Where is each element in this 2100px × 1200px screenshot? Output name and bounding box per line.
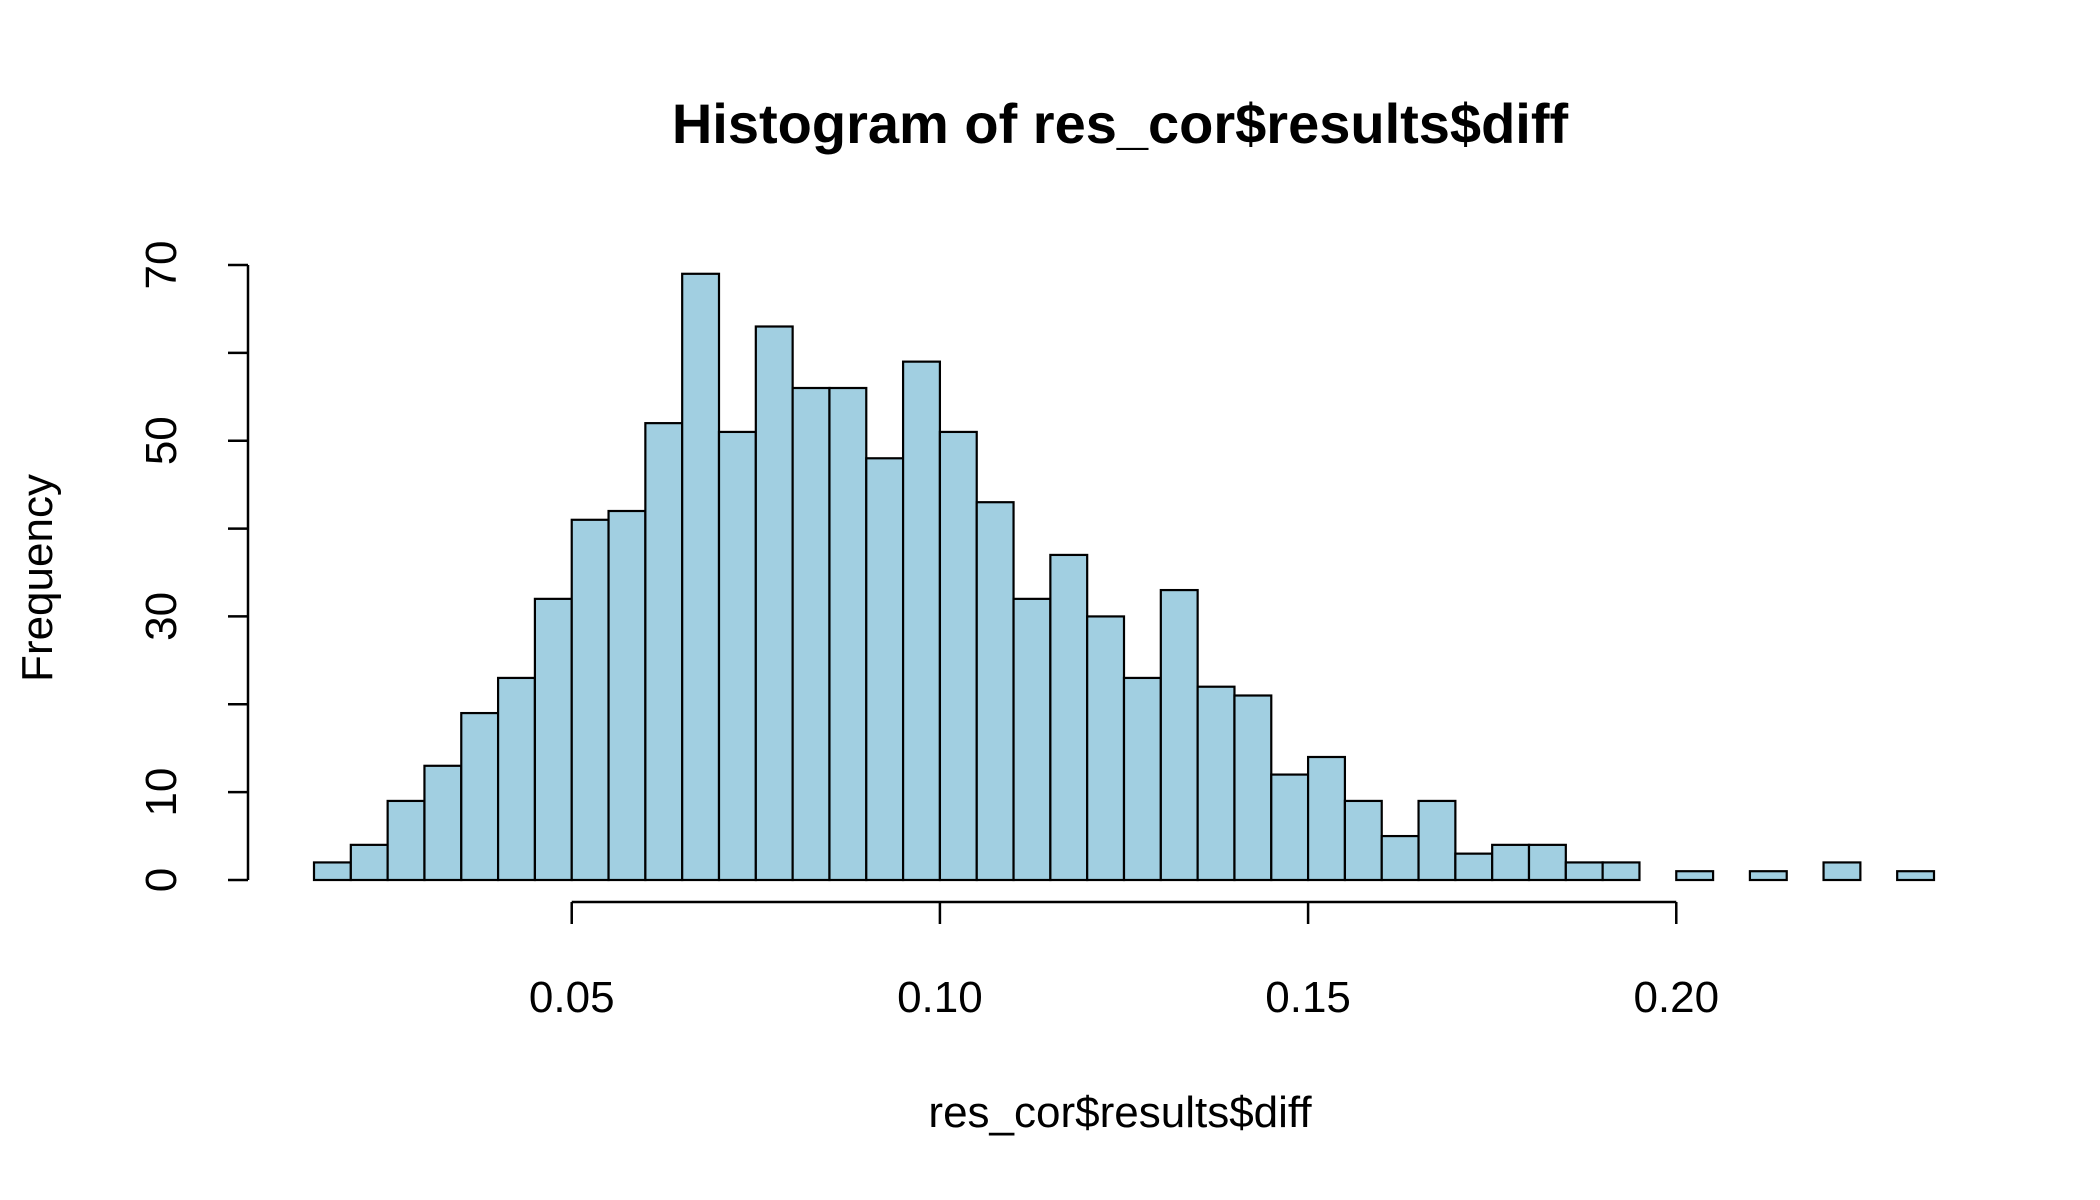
- histogram-bar: [349, 843, 389, 882]
- y-axis: 0 10 30 50 70: [137, 241, 250, 892]
- y-axis-label: Frequency: [13, 474, 62, 682]
- histogram-bar: [717, 430, 757, 882]
- histogram-bar: [1086, 615, 1126, 882]
- chart-title: Histogram of res_cor$results$diff: [672, 92, 1569, 155]
- x-axis-label: res_cor$results$diff: [928, 1088, 1312, 1137]
- histogram-bar: [533, 597, 573, 882]
- histogram-bar: [386, 799, 426, 882]
- y-axis-tick-label: 10: [137, 768, 186, 817]
- histogram-bar: [423, 764, 463, 882]
- histogram-bar: [1896, 870, 1936, 882]
- histogram-bar: [1049, 553, 1089, 882]
- histogram-bar: [1527, 843, 1567, 882]
- histogram-bar: [1306, 755, 1347, 882]
- histogram-bar: [1159, 588, 1199, 882]
- histogram-bar: [1122, 676, 1162, 882]
- histogram-bar: [1343, 799, 1383, 882]
- histogram-bar: [460, 711, 500, 882]
- y-axis-tick-label: 50: [137, 416, 186, 465]
- x-axis-tick-label: 0.20: [1633, 973, 1719, 1022]
- histogram-bar: [570, 518, 610, 882]
- histogram-bar: [1564, 861, 1604, 882]
- x-axis-tick-label: 0.05: [529, 973, 615, 1022]
- histogram-bar: [865, 457, 905, 882]
- histogram-bar: [496, 676, 537, 882]
- histogram-bar: [828, 386, 868, 882]
- histogram-bar: [1601, 861, 1641, 882]
- y-axis-tick-label: 0: [137, 868, 186, 892]
- histogram-bar: [975, 501, 1015, 882]
- histogram-bar: [312, 861, 352, 882]
- histogram-bar: [1748, 870, 1788, 882]
- histogram-bar: [938, 430, 978, 882]
- histogram-bar: [1822, 861, 1862, 882]
- histogram-bar: [1012, 597, 1052, 882]
- histogram-bar: [1491, 843, 1531, 882]
- y-axis-tick-label: 30: [137, 592, 186, 641]
- histogram-bar: [1270, 773, 1310, 882]
- histogram-bar: [1233, 694, 1273, 882]
- x-axis-tick-label: 0.10: [897, 973, 983, 1022]
- x-axis-tick-label: 0.15: [1265, 973, 1351, 1022]
- histogram-bar: [607, 509, 647, 882]
- histogram-bars: [312, 272, 1936, 882]
- histogram-bar: [1417, 799, 1457, 882]
- histogram-bar: [791, 386, 831, 882]
- histogram-bar: [644, 422, 684, 882]
- histogram-bar: [1454, 852, 1494, 882]
- x-axis: 0.05 0.10 0.15 0.20: [529, 900, 1719, 1022]
- histogram-bar: [1196, 685, 1236, 882]
- y-axis-tick-label: 70: [137, 241, 186, 290]
- histogram-bar: [681, 272, 721, 882]
- histogram-bar: [1675, 870, 1715, 882]
- histogram-bar: [754, 325, 794, 882]
- histogram-bar: [901, 360, 942, 882]
- histogram-bar: [1380, 834, 1420, 882]
